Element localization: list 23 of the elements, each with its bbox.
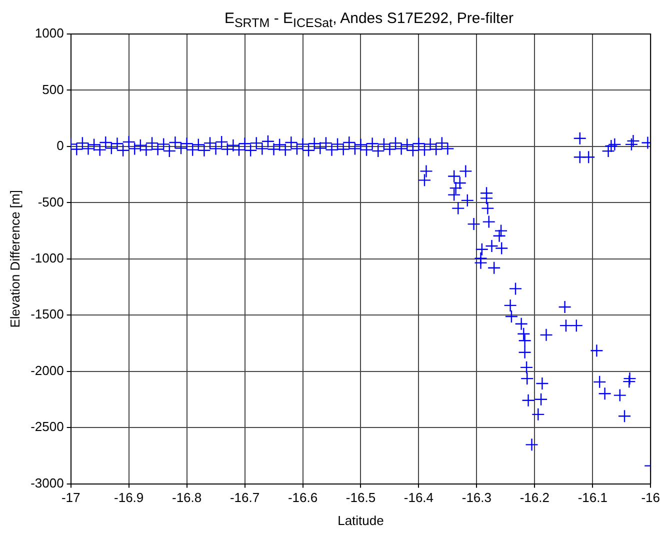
y-axis-title: Elevation Difference [m]	[7, 190, 22, 328]
chart-title: E$_{SRTM}$ - E$_{ICESat}$, Andes S17E292, Pre-filter	[223, 10, 515, 30]
y-tick-label: -3000	[30, 475, 64, 490]
x-tick-label: -16.7	[230, 490, 260, 506]
x-tick-label: -16.8	[172, 490, 202, 506]
y-tick-label: -500	[38, 194, 64, 210]
y-tick-label: -2000	[30, 362, 64, 378]
y-tick-label: 1000	[34, 26, 64, 41]
x-tick-label: -16.4	[404, 490, 434, 506]
y-tick-label: -2500	[30, 419, 64, 434]
x-tick-label: -16	[641, 490, 660, 506]
x-tick-label: -16.3	[462, 490, 492, 506]
y-tick-label: 500	[42, 82, 64, 97]
x-tick-label: -16.1	[578, 490, 608, 506]
x-tick-label: -16.5	[346, 490, 376, 506]
x-axis-title: Latitude	[338, 512, 384, 528]
y-tick-label: 0	[56, 138, 64, 154]
x-tick-label: -16.2	[520, 490, 550, 506]
x-tick-label: -16.6	[288, 490, 318, 506]
x-tick-label: -17	[61, 490, 80, 506]
y-tick-label: -1500	[30, 306, 64, 322]
x-tick-label: -16.9	[114, 490, 144, 506]
y-tick-label: -1000	[30, 250, 64, 266]
